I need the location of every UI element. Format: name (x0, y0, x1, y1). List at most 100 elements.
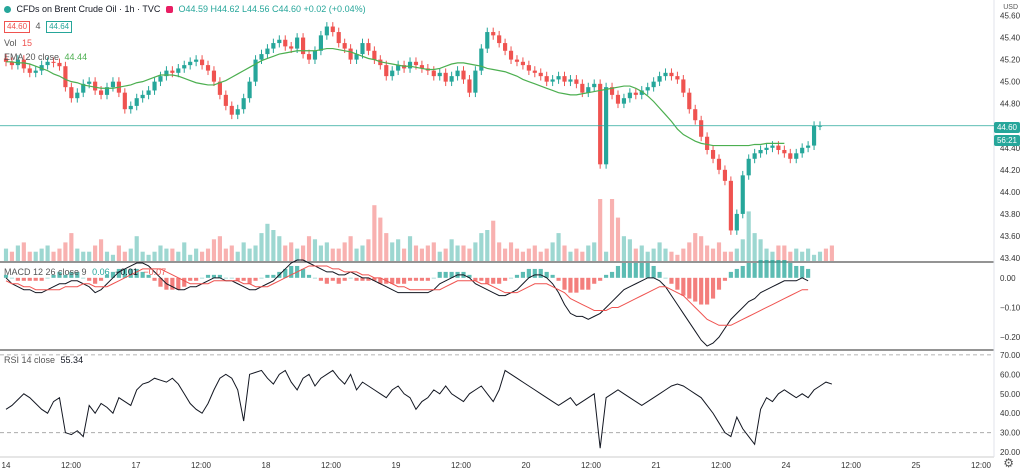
macd-histogram-bar (467, 274, 472, 278)
candle-body (592, 83, 597, 88)
volume-bar (75, 248, 80, 261)
macd-line (5, 259, 809, 347)
candle-body (354, 54, 359, 60)
macd-histogram-bar (312, 277, 318, 279)
macd-histogram-bar (657, 271, 662, 278)
macd-histogram-bar (574, 277, 579, 293)
candle-body (461, 70, 466, 80)
volume-bar (63, 242, 68, 261)
candle-body (550, 79, 555, 82)
macd-histogram-bar (271, 274, 276, 278)
volume-bar (758, 239, 763, 261)
rsi-legend[interactable]: RSI 14 close 55.34 (4, 354, 86, 366)
candle-body (455, 70, 460, 77)
candle-body (806, 145, 811, 148)
candle-body (390, 70, 395, 77)
volume-bar (425, 245, 430, 261)
macd-histogram-bar (104, 274, 110, 278)
macd-histogram-bar (39, 277, 44, 281)
volume-bar (811, 254, 817, 261)
volume-bar (675, 254, 680, 261)
candle-body (788, 153, 793, 159)
macd-histogram-bar (497, 277, 502, 284)
volume-bar (87, 251, 92, 261)
candle-body (473, 70, 478, 93)
volume-bar (21, 242, 26, 261)
macd-histogram-bar (158, 277, 163, 287)
macd-histogram-bar (188, 277, 193, 281)
volume-bar (752, 233, 757, 261)
macd-histogram-bar (473, 277, 478, 281)
volume-bar (146, 254, 151, 261)
time-tick-label: 24 (782, 461, 791, 470)
macd-histogram-bar (241, 277, 246, 281)
candle-body (443, 72, 448, 82)
volume-bar (152, 251, 157, 261)
candle-body (746, 158, 751, 176)
candle-body (98, 90, 104, 95)
macd-histogram-bar (217, 274, 222, 278)
volume-bar (247, 248, 252, 261)
volume-bar (223, 248, 228, 261)
volume-bar (27, 251, 32, 261)
candle-body (734, 213, 739, 231)
macd-histogram-bar (699, 277, 704, 305)
candle-body (33, 70, 38, 73)
ema-label: EMA 20 close (4, 52, 60, 62)
macd-histogram-bar (93, 277, 98, 284)
macd-histogram-bar (402, 277, 407, 284)
candle-body (182, 65, 187, 69)
macd-histogram-bar (75, 271, 80, 278)
macd-legend[interactable]: MACD 12 26 close 9 0.06 −0.01 −0.07 (4, 266, 169, 278)
volume-bar (170, 248, 175, 261)
macd-histogram-bar (318, 277, 323, 281)
candle-body (45, 61, 50, 66)
macd-histogram-bar (265, 274, 270, 278)
macd-histogram-bar (407, 277, 413, 281)
candle-body (710, 149, 716, 159)
candle-body (170, 70, 175, 73)
candle-body (199, 59, 205, 66)
macd-histogram-bar (746, 263, 751, 278)
macd-histogram-bar (520, 271, 525, 278)
macd-hist-value: 0.06 (92, 267, 110, 277)
volume-bar (716, 242, 722, 261)
macd-histogram-bar (253, 277, 258, 281)
macd-signal-line (5, 265, 809, 326)
ema-legend[interactable]: EMA 20 close 44.44 (4, 51, 90, 63)
macd-histogram-bar (675, 277, 680, 290)
macd-histogram-bar (627, 263, 632, 278)
candle-body (615, 94, 621, 104)
time-tick-label: 12:00 (841, 461, 862, 470)
sell-price[interactable]: 44.60 (4, 21, 31, 33)
volume-bar (782, 245, 787, 261)
candle-body (681, 79, 686, 93)
time-tick-label: 12:00 (321, 461, 342, 470)
macd-histogram-bar (479, 277, 484, 281)
macd-histogram-bar (390, 277, 395, 284)
candle-body (699, 120, 704, 137)
volume-bar (116, 245, 121, 261)
macd-histogram-bar (15, 277, 20, 281)
volume-bar (265, 223, 270, 261)
spread-value: 4 (35, 21, 41, 31)
time-tick-label: 12:00 (971, 461, 992, 470)
buy-price[interactable]: 44.64 (46, 21, 73, 33)
settings-gear-icon[interactable]: ⚙ (1003, 456, 1014, 470)
volume-bar (3, 248, 9, 261)
volume-bar (306, 236, 312, 261)
candle-body (413, 61, 419, 66)
volume-legend[interactable]: Vol 15 (4, 37, 35, 49)
macd-histogram-bar (508, 277, 514, 279)
price-tick-label: 44.40 (1000, 144, 1021, 153)
macd-tick-label: 0.00 (1000, 274, 1016, 283)
volume-bar (722, 251, 728, 261)
candle-body (467, 79, 472, 93)
macd-histogram-bar (681, 277, 686, 296)
volume-bar (372, 205, 377, 261)
volume-bar (710, 248, 716, 261)
volume-bar (295, 248, 300, 261)
symbol-title[interactable]: CFDs on Brent Crude Oil · 1h · TVC (16, 4, 161, 14)
time-tick-label: 12:00 (191, 461, 212, 470)
